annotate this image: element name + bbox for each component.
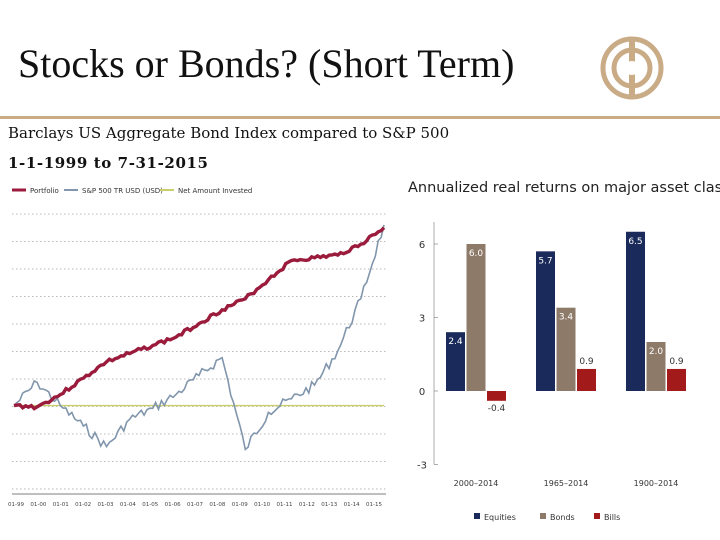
x-tick-label: 01-08 [209, 502, 225, 508]
x-tick-label: 01-99 [8, 502, 24, 508]
legend-swatch [540, 513, 546, 519]
data-label: 2.0 [649, 347, 664, 357]
bar [556, 307, 576, 391]
legend-swatch [594, 513, 600, 519]
y-tick-label: -3 [417, 461, 427, 472]
legend-label: Bonds [550, 513, 575, 522]
returns-bar-chart: Annualized real returns on major asset c… [408, 180, 720, 522]
data-label: -0.4 [488, 404, 506, 414]
x-tick-label: 01-01 [53, 502, 69, 508]
x-tick-label: 01-00 [30, 502, 46, 508]
x-tick-label: 01-14 [344, 502, 360, 508]
chart-subtitle: Barclays US Aggregate Bond Index compare… [8, 124, 450, 142]
x-tick-label: 01-02 [75, 502, 91, 508]
series-sp500 [13, 224, 385, 451]
bar [487, 391, 506, 401]
bar [667, 368, 686, 391]
legend-label: Net Amount Invested [178, 187, 252, 195]
category-label: 1965–2014 [544, 479, 589, 488]
y-tick-label: 6 [419, 240, 425, 251]
bar-chart-title: Annualized real returns on major asset c… [408, 180, 720, 196]
slide-title: Stocks or Bonds? (Short Term) [18, 41, 515, 86]
bar [577, 368, 596, 391]
x-tick-label: 01-06 [165, 502, 181, 508]
bar [626, 231, 645, 391]
legend-label: Equities [484, 513, 516, 522]
data-label: 0.9 [669, 357, 684, 367]
data-label: 6.0 [469, 249, 484, 259]
x-tick-label: 01-07 [187, 502, 203, 508]
date-range: 1-1-1999 to 7-31-2015 [8, 154, 209, 172]
x-tick-label: 01-04 [120, 502, 136, 508]
legend-label: Bills [604, 513, 620, 522]
x-tick-label: 01-03 [98, 502, 114, 508]
x-tick-label: 01-10 [254, 502, 270, 508]
legend-label: S&P 500 TR USD (USD) [82, 187, 163, 195]
growth-line-chart: Portfolio S&P 500 TR USD (USD) Net Amount … [8, 187, 386, 508]
bar [446, 332, 465, 391]
legend-swatch [474, 513, 480, 519]
bar [646, 342, 666, 391]
data-label: 2.4 [448, 337, 463, 347]
y-tick-label: 0 [419, 387, 425, 398]
data-label: 6.5 [628, 237, 642, 247]
series-portfolio [13, 226, 386, 411]
x-tick-label: 01-11 [277, 502, 293, 508]
company-logo [600, 36, 664, 100]
data-label: 3.4 [559, 313, 574, 323]
category-label: 1900–2014 [634, 479, 679, 488]
legend-label: Portfolio [30, 187, 59, 195]
data-label: 5.7 [538, 256, 552, 266]
x-tick-label: 01-12 [299, 502, 315, 508]
y-tick-label: 3 [419, 314, 425, 325]
x-tick-label: 01-15 [366, 502, 382, 508]
x-tick-label: 01-05 [142, 502, 158, 508]
category-label: 2000–2014 [454, 479, 499, 488]
x-tick-label: 01-09 [232, 502, 248, 508]
data-label: 0.9 [579, 357, 594, 367]
bar [466, 244, 486, 391]
x-tick-label: 01-13 [321, 502, 337, 508]
bar [536, 251, 555, 391]
title-divider [0, 116, 720, 119]
